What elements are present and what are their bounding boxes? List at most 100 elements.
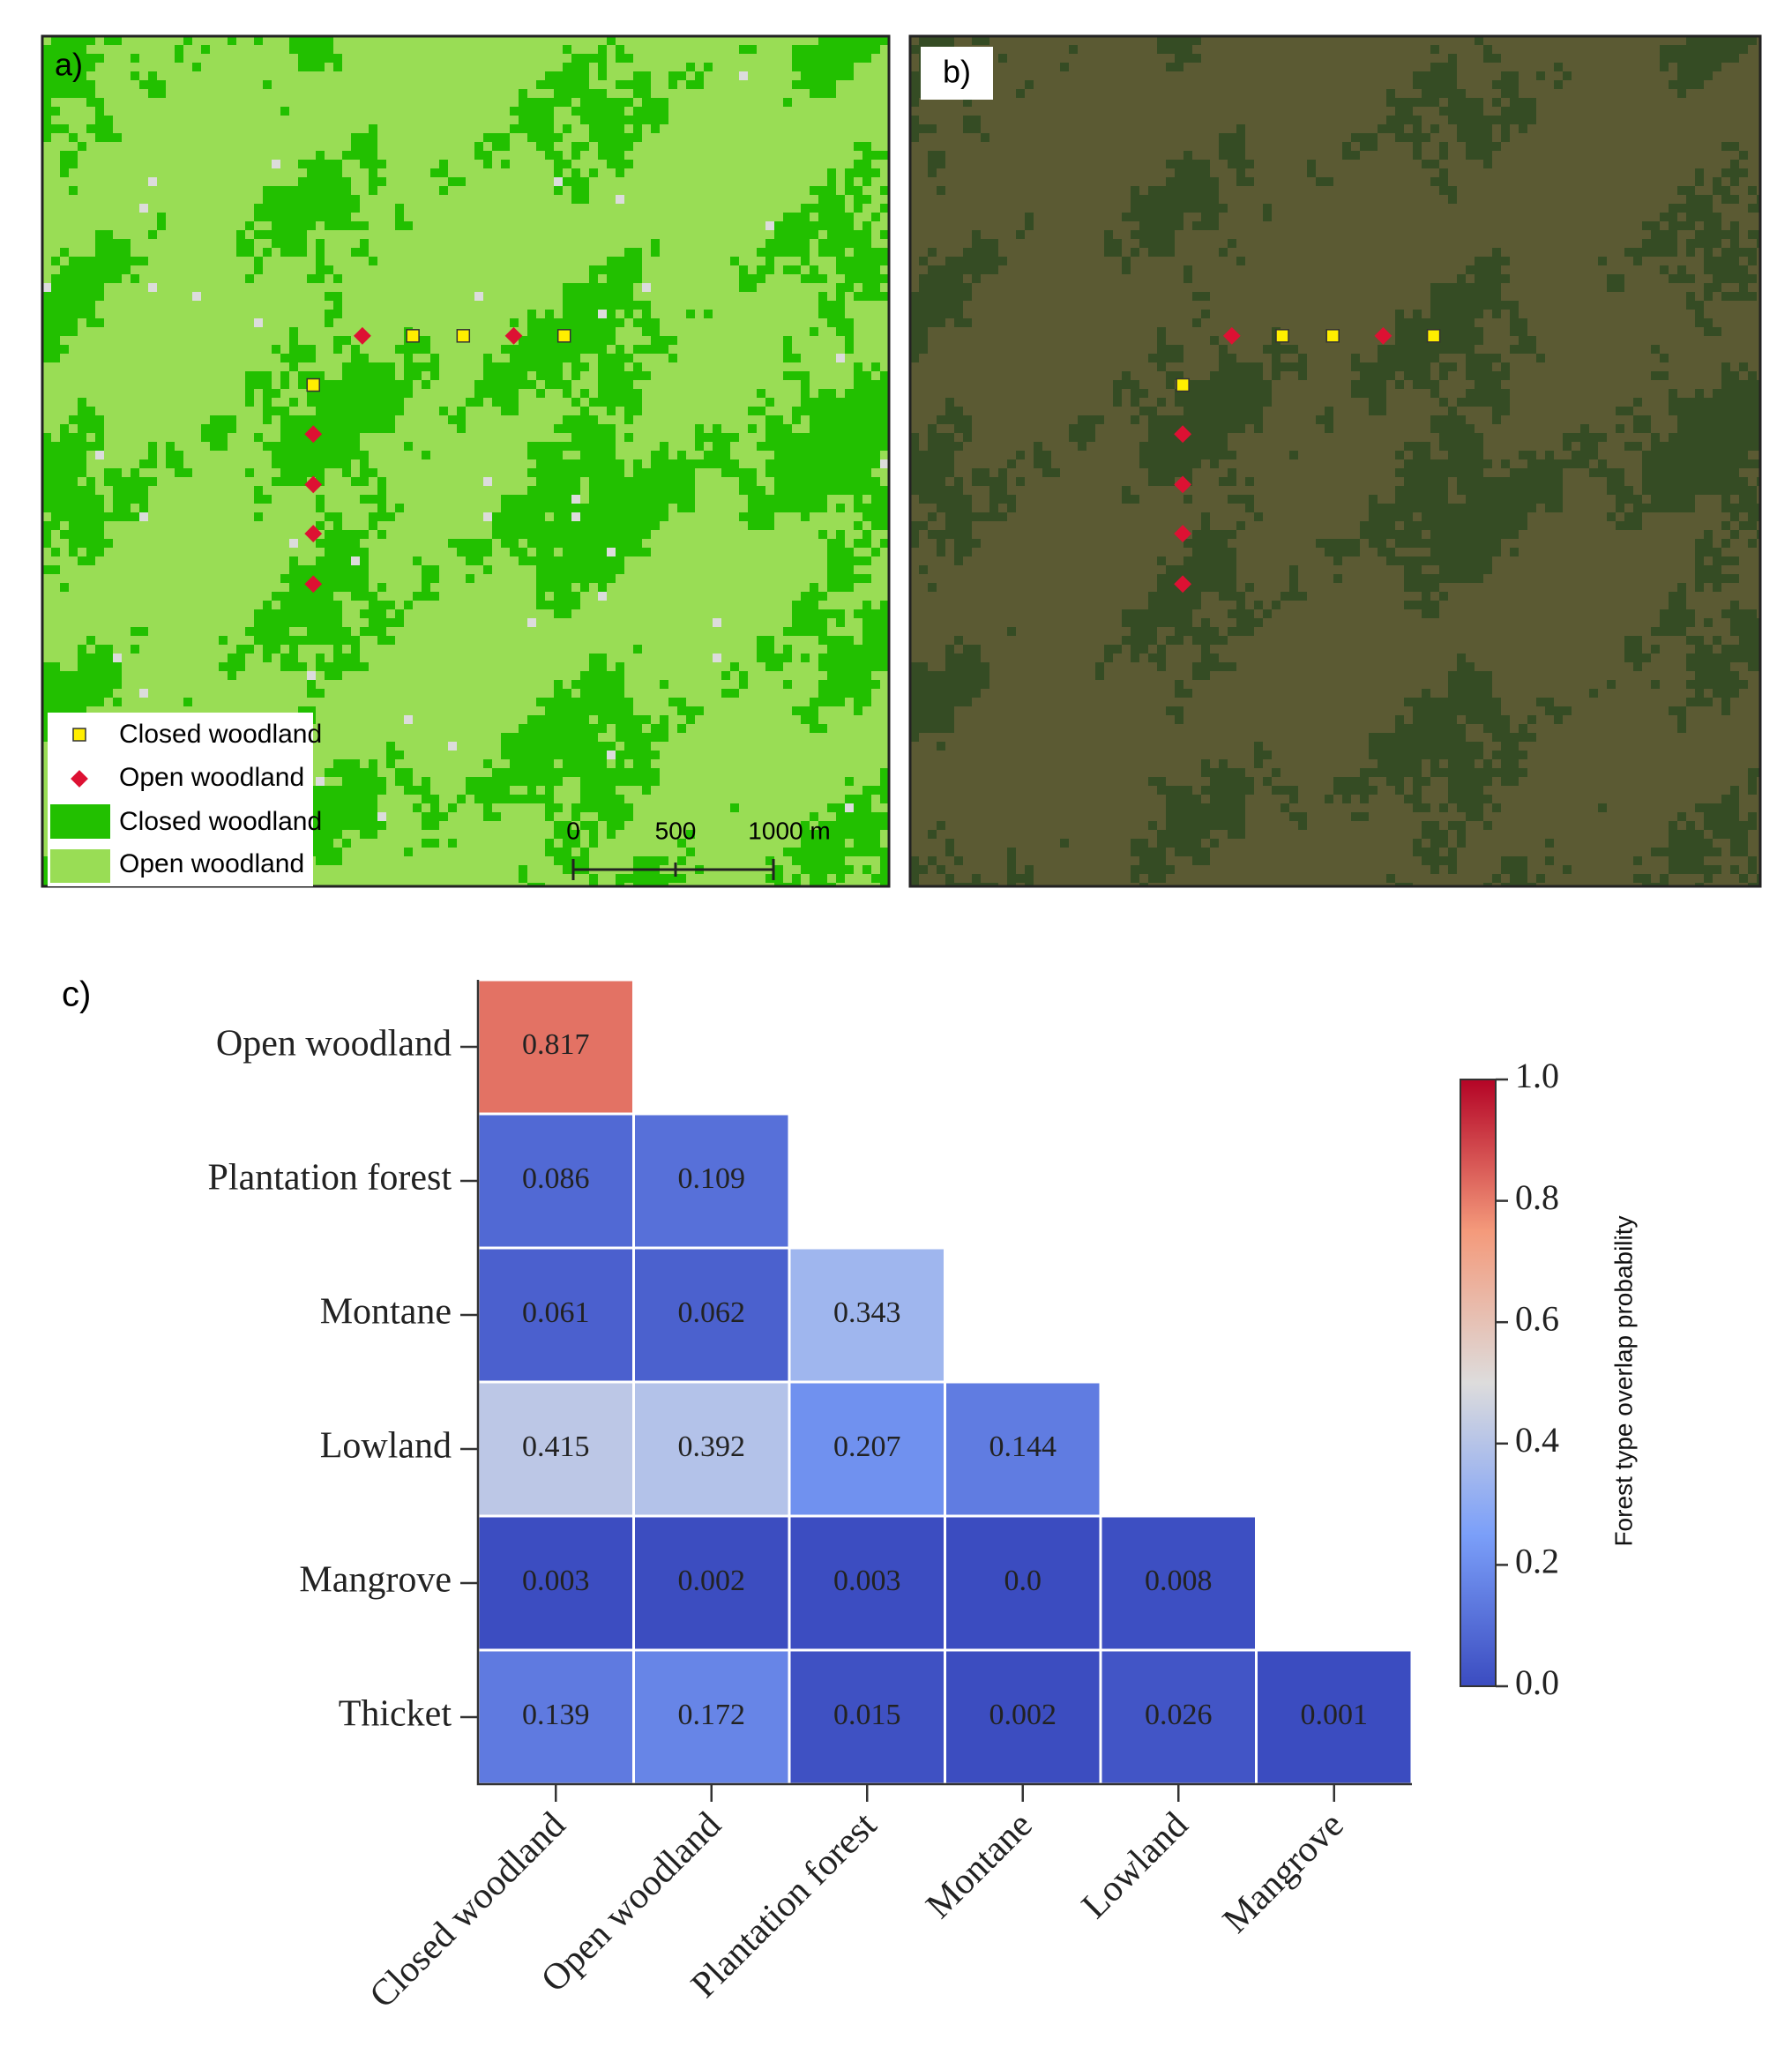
cell-label: 0.207 [833,1430,901,1463]
sample-open [1174,425,1192,444]
legend-swatch [72,728,86,742]
map-a-frame [41,34,891,888]
cell-label: 0.139 [522,1699,590,1731]
cell-label: 0.343 [833,1296,901,1329]
sample-open [1174,575,1192,594]
y-tick-label: Lowland [320,1426,452,1467]
cell-label: 0.817 [522,1028,590,1061]
sample-closed [556,329,571,343]
colorbar-tick-label: 1.0 [1515,1056,1559,1095]
colorbar-label: Forest type overlap probability [1609,1215,1637,1546]
heatmap: 0.817 0.086 0.109 0.061 0.062 0.343 0.415 0.392… [208,980,1637,2016]
legend-label: Closed woodland [119,807,322,836]
cell-label: 0.015 [833,1699,901,1731]
sample-closed [1176,377,1190,392]
map-legend: Closed woodland Open woodland Closed woo… [48,713,322,886]
heat-cell [479,1651,632,1783]
heat-cell [635,1249,788,1381]
sample-open [1174,525,1192,542]
cell-label: 0.003 [833,1565,901,1597]
cell-label: 0.392 [678,1430,746,1463]
closed-woodland-cells [42,36,889,886]
panel-label-box [921,47,993,100]
heat-cell [479,1249,632,1381]
cell-label: 0.086 [522,1162,590,1195]
heat-cell [1258,1651,1411,1783]
sample-open [304,525,323,542]
heat-cell [946,1651,1100,1783]
heat-cell [479,1517,632,1649]
x-tick-label: Mangrove [1215,1804,1352,1941]
scale-label: 0 [566,817,580,844]
sample-closed [1325,329,1340,343]
sample-closed [456,329,471,343]
heat-cell [790,1651,944,1783]
cell-label: 0.061 [522,1296,590,1329]
sample-closed [1275,329,1289,343]
heat-cell [790,1383,944,1515]
heat-cell [635,1517,788,1649]
legend-swatch [50,804,110,839]
scale-bar: 0 500 1000 m [566,817,831,880]
cell-label: 0.026 [1145,1699,1213,1731]
scale-label: 500 [655,817,697,844]
cell-label: 0.062 [678,1296,746,1329]
sample-open [504,326,523,345]
heat-cell [479,1115,632,1247]
colorbar-tick-label: 0.2 [1515,1542,1559,1581]
map-b [910,36,1760,886]
cell-label: 0.172 [678,1699,746,1731]
heat-cell [635,1115,788,1247]
y-tick-label: Mangrove [299,1560,452,1601]
panel-label: a) [55,47,83,83]
map-b-frame [908,34,1762,888]
colorbar [1460,1079,1497,1687]
cell-label: 0.415 [522,1430,590,1463]
colorbar-tick-label: 0.8 [1515,1177,1559,1217]
legend-label: Open woodland [119,849,304,878]
panel-label: b) [943,54,971,90]
heat-cell [790,1249,944,1381]
heat-cell [946,1383,1100,1515]
heat-cell [479,981,632,1113]
colorbar-tick-label: 0.4 [1515,1420,1559,1460]
sample-open [1222,326,1241,345]
sample-open [304,475,323,494]
heat-cell [790,1517,944,1649]
panel-label: c) [62,975,91,1014]
axis-spine [476,980,1412,1786]
x-tick-label: Closed woodland [362,1804,574,2016]
sample-closed [406,329,420,343]
sample-open [304,425,323,444]
cell-label: 0.109 [678,1162,746,1195]
heat-cell [1101,1651,1255,1783]
legend-label: Open woodland [119,763,304,792]
sample-open [354,326,371,345]
heat-cell [635,1651,788,1783]
y-tick-label: Thicket [339,1694,452,1735]
cell-label: 0.003 [522,1565,590,1597]
heat-cell [946,1517,1100,1649]
cell-label: 0.144 [989,1430,1057,1463]
cell-label: 0.0 [1004,1565,1042,1597]
map-b-background [910,36,1760,886]
cell-label: 0.008 [1145,1565,1213,1597]
legend-label: Closed woodland [119,720,322,749]
cell-label: 0.002 [989,1699,1057,1731]
y-tick-label: Open woodland [216,1024,452,1064]
x-tick-label: Lowland [1074,1804,1196,1926]
heat-cell [635,1383,788,1515]
legend-swatch [50,849,110,883]
sample-open [1174,475,1192,494]
heat-cell [1101,1517,1255,1649]
scale-line [571,859,775,880]
scale-label: 1000 m [748,817,830,844]
sample-closed [306,377,320,392]
cell-label: 0.001 [1301,1699,1369,1731]
cell-label: 0.002 [678,1565,746,1597]
y-tick-label: Montane [320,1292,452,1333]
colorbar-tick-label: 0.6 [1515,1298,1559,1338]
colorbar-tick-label: 0.0 [1515,1662,1559,1702]
x-tick-label: Montane [919,1804,1041,1926]
